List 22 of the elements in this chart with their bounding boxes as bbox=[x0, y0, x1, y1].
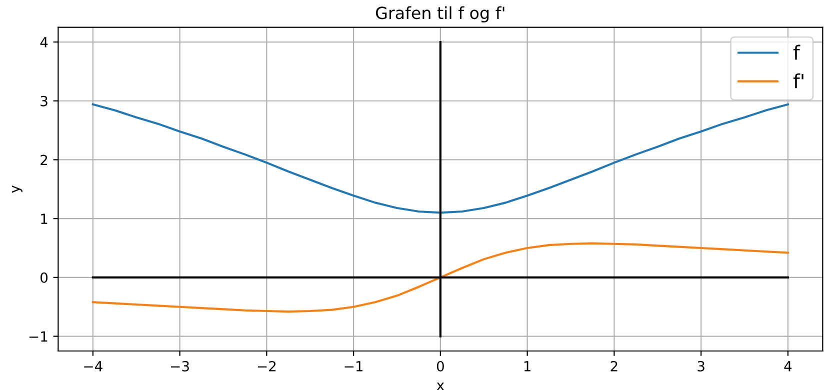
legend-label: f' bbox=[793, 73, 804, 88]
x-tick-label: 4 bbox=[784, 361, 792, 372]
x-tick-label: −3 bbox=[171, 360, 189, 372]
y-tick-label: 4 bbox=[40, 37, 48, 48]
x-axis-title: x bbox=[436, 382, 444, 390]
y-tick-label: 2 bbox=[40, 154, 48, 165]
legend-label: f bbox=[793, 44, 800, 60]
x-tick-label: 1 bbox=[524, 361, 530, 372]
line-series bbox=[92, 242, 789, 313]
y-tick-label: 1 bbox=[41, 214, 48, 224]
x-tick-label: −1 bbox=[344, 361, 363, 372]
y-tick-label: −1 bbox=[29, 331, 48, 342]
chart-title: Grafen til f og f' bbox=[376, 6, 504, 22]
x-tick-label: 2 bbox=[610, 360, 618, 372]
x-tick-label: 0 bbox=[436, 360, 444, 372]
x-tick-label: 3 bbox=[698, 360, 704, 372]
x-tick-label: −4 bbox=[84, 361, 102, 372]
y-tick-label: 0 bbox=[40, 272, 48, 283]
line-series bbox=[92, 103, 789, 214]
x-tick-label: −2 bbox=[258, 360, 276, 372]
y-tick-label: 3 bbox=[40, 96, 48, 106]
y-axis-title: y bbox=[12, 185, 22, 193]
